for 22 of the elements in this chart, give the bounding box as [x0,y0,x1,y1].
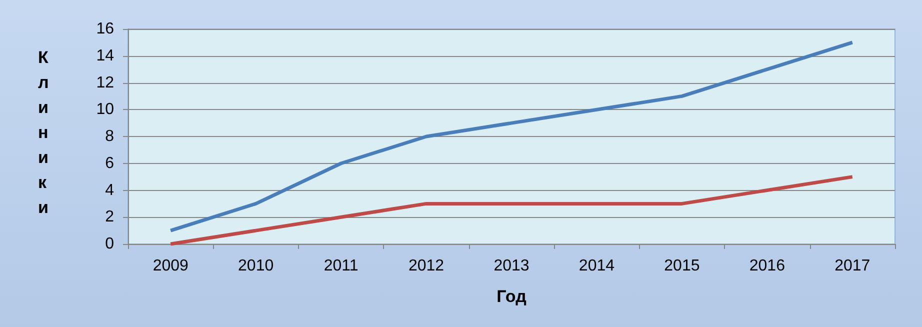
y-tick-label: 2 [105,208,114,226]
x-tick-label: 2009 [152,258,189,274]
x-tick-label: 2014 [578,258,615,274]
x-tick-label: 2010 [238,258,274,274]
y-tick-label: 16 [96,20,114,38]
x-tick-label: 2011 [324,258,358,274]
y-tick-label: 8 [105,128,114,145]
x-tick-label: 2015 [664,258,700,274]
x-tick-label: 2017 [834,258,870,274]
line-series [168,40,854,232]
x-tick-label: 2016 [749,258,786,274]
x-tick-label: 2012 [408,258,444,274]
y-tick-label: 14 [96,47,114,64]
x-axis-title: Год [496,287,527,306]
y-tick-label: 4 [105,182,114,199]
y-tick-label: 6 [105,154,114,172]
line-series [168,175,854,246]
y-tick-label: 12 [96,74,114,92]
y-axis-title: Клиники [38,48,49,217]
y-tick-label: 10 [96,101,114,118]
y-tick-label: 0 [105,236,114,252]
x-tick-label: 2013 [494,258,530,274]
